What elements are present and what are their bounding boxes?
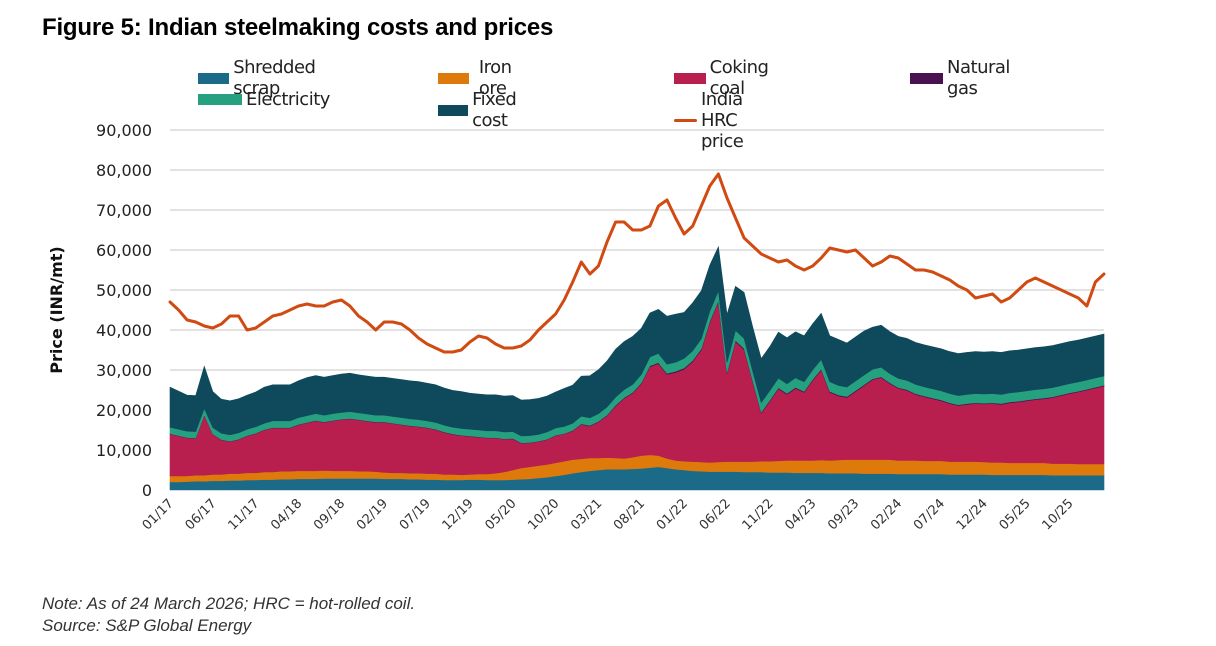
legend-item-coking-coal: Coking coal	[674, 57, 781, 99]
y-tick-label: 30,000	[96, 361, 152, 380]
legend-label: India HRC price	[701, 89, 744, 152]
y-tick-label: 50,000	[96, 281, 152, 300]
x-tick-label: 04/18	[268, 496, 305, 533]
y-tick-label: 0	[142, 481, 152, 500]
y-axis-ticks: 0 10,000 20,000 30,000 40,000 50,000 60,000 70,…	[96, 121, 152, 500]
figure-title: Figure 5: Indian steelmaking costs and p…	[42, 14, 554, 41]
legend-swatch-electricity	[198, 94, 242, 105]
x-axis-ticks: 01/17 06/17 11/17 04/18 09/18 02/19 07/19 12/19…	[140, 496, 1077, 533]
legend-item-india-hrc-price: India HRC price	[674, 89, 766, 152]
legend-swatch-shredded-scrap	[198, 72, 230, 84]
legend-label: Coking coal	[709, 57, 769, 99]
legend-item-electricity: Electricity	[198, 89, 330, 110]
legend-label: Electricity	[246, 89, 330, 110]
price-lines	[168, 172, 1106, 354]
legend-swatch-iron-ore	[438, 72, 469, 84]
x-tick-label: 07/24	[911, 496, 948, 533]
y-tick-label: 40,000	[96, 321, 152, 340]
x-tick-label: 08/21	[611, 496, 648, 533]
legend-item-shredded-scrap: Shredded scrap	[198, 57, 328, 99]
legend-label: Shredded scrap	[233, 57, 316, 99]
source-text: Source: S&P Global Energy	[42, 616, 252, 635]
y-tick-label: 20,000	[96, 401, 152, 420]
x-tick-label: 03/21	[568, 496, 605, 533]
legend-label: Fixed cost	[472, 89, 517, 131]
x-tick-label: 06/17	[183, 496, 220, 533]
x-tick-label: 01/22	[654, 496, 691, 533]
x-tick-label: 02/24	[868, 496, 905, 533]
area-fixed-cost	[169, 245, 1105, 437]
x-tick-label: 07/19	[397, 496, 434, 533]
y-tick-label: 10,000	[96, 441, 152, 460]
y-axis-label: Price (INR/mt)	[47, 246, 66, 373]
x-tick-label: 04/23	[782, 496, 819, 533]
legend-swatch-coking-coal	[674, 72, 706, 84]
legend-item-fixed-cost: Fixed cost	[438, 89, 530, 131]
legend-item-iron-ore: Iron ore	[438, 57, 525, 99]
legend-label: Iron ore	[478, 57, 512, 99]
x-tick-label: 12/24	[954, 496, 991, 533]
x-tick-label: 10/20	[525, 496, 562, 533]
x-tick-label: 09/23	[825, 496, 862, 533]
x-tick-label: 11/22	[740, 496, 777, 533]
x-tick-label: 01/17	[140, 496, 177, 533]
x-tick-label: 02/19	[354, 496, 391, 533]
note-text: Note: As of 24 March 2026; HRC = hot-rol…	[42, 594, 416, 613]
legend-swatch-fixed-cost	[438, 104, 469, 116]
x-tick-label: 09/18	[311, 496, 348, 533]
y-tick-label: 70,000	[96, 201, 152, 220]
legend-item-natural-gas: Natural gas	[910, 57, 1021, 99]
y-tick-label: 90,000	[96, 121, 152, 140]
stacked-areas	[169, 245, 1105, 491]
y-tick-label: 60,000	[96, 241, 152, 260]
footnote: Note: As of 24 March 2026; HRC = hot-rol…	[42, 593, 415, 637]
legend-label: Natural gas	[947, 57, 1010, 99]
x-tick-label: 10/25	[1039, 496, 1076, 533]
y-tick-label: 80,000	[96, 161, 152, 180]
line-india-hrc-price	[168, 172, 1106, 354]
legend-line-india-hrc-price	[674, 119, 697, 122]
legend-swatch-natural-gas	[910, 72, 944, 84]
x-tick-label: 05/25	[997, 496, 1034, 533]
x-tick-label: 05/20	[482, 496, 519, 533]
x-tick-label: 11/17	[225, 496, 262, 533]
x-tick-label: 06/22	[697, 496, 734, 533]
x-tick-label: 12/19	[440, 496, 477, 533]
